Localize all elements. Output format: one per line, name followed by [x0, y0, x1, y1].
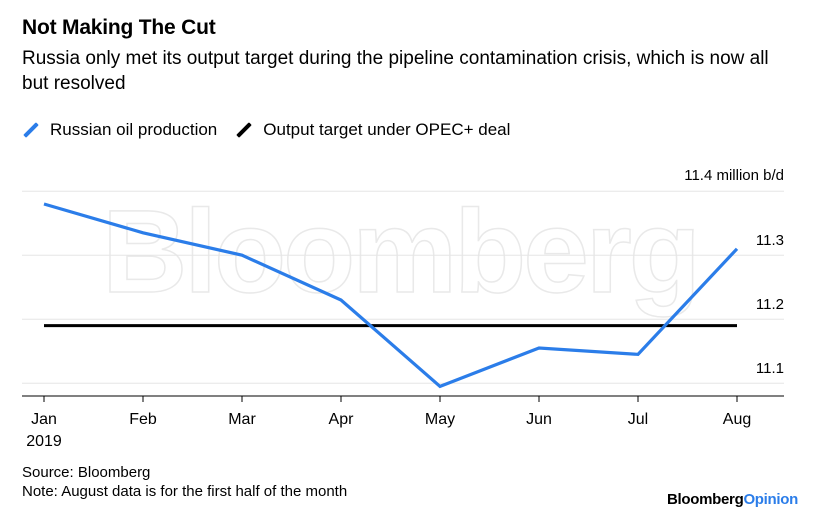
x-tick-label: Apr	[329, 411, 355, 428]
chart-title: Not Making The Cut	[22, 16, 216, 39]
legend-item-production: Russian oil production	[22, 120, 217, 140]
x-tick-label: Feb	[129, 411, 157, 428]
chart-legend: Russian oil production Output target und…	[22, 120, 528, 140]
chart-subtitle: Russia only met its output target during…	[22, 48, 769, 94]
brand-logo-part2: Opinion	[743, 491, 798, 508]
y-tick-label: 11.2	[756, 296, 784, 313]
y-tick-label: 11.3	[756, 232, 784, 249]
y-tick-label: 11.1	[756, 360, 784, 377]
x-tick-label: Mar	[228, 411, 256, 428]
x-tick-label: Jul	[628, 411, 648, 428]
bloomberg-watermark: Bloomberg	[102, 186, 698, 318]
x-tick-label: Jun	[526, 411, 552, 428]
y-tick-label: 11.4 million b/d	[684, 167, 784, 184]
x-year-label: 2019	[26, 433, 62, 450]
brand-logo: BloombergOpinion	[667, 491, 798, 508]
legend-item-target: Output target under OPEC+ deal	[235, 120, 510, 140]
chart-footer: Source: Bloomberg Note: August data is f…	[22, 463, 347, 501]
x-tick-label: Jan	[31, 411, 57, 428]
x-tick-label: May	[425, 411, 455, 428]
brand-logo-part1: Bloomberg	[666, 491, 744, 508]
series-line-production	[43, 202, 739, 389]
x-tick-label: Aug	[723, 411, 751, 428]
legend-label-target: Output target under OPEC+ deal	[263, 120, 511, 139]
data-note: Note: August data is for the first half …	[22, 483, 348, 500]
legend-label-production: Russian oil production	[50, 120, 218, 139]
source-note: Source: Bloomberg	[22, 464, 151, 481]
